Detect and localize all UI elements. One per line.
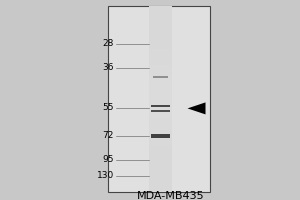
Text: 72: 72 xyxy=(103,132,114,140)
Bar xyxy=(149,170,172,173)
Bar xyxy=(149,99,172,102)
Bar xyxy=(149,161,172,164)
Bar xyxy=(149,108,172,111)
Text: 28: 28 xyxy=(103,40,114,48)
Bar xyxy=(149,40,172,43)
Polygon shape xyxy=(188,102,206,114)
Bar xyxy=(149,59,172,62)
Bar xyxy=(149,189,172,192)
Text: MDA-MB435: MDA-MB435 xyxy=(137,191,205,200)
Bar xyxy=(149,12,172,15)
Bar xyxy=(149,146,172,149)
Bar xyxy=(149,80,172,84)
Bar xyxy=(149,127,172,130)
Bar xyxy=(149,9,172,12)
Bar xyxy=(151,110,170,112)
Bar xyxy=(149,49,172,52)
Bar xyxy=(108,6,210,192)
Bar xyxy=(149,87,172,90)
Bar xyxy=(149,93,172,96)
Bar xyxy=(149,186,172,189)
Bar xyxy=(149,105,172,108)
Bar xyxy=(149,111,172,114)
Bar xyxy=(149,118,172,121)
Bar xyxy=(149,15,172,18)
Text: 55: 55 xyxy=(103,104,114,112)
Bar xyxy=(149,25,172,28)
Bar xyxy=(149,183,172,186)
Bar xyxy=(149,167,172,170)
Bar xyxy=(149,52,172,56)
Bar xyxy=(149,43,172,46)
Bar xyxy=(149,173,172,176)
Bar xyxy=(149,65,172,68)
Bar xyxy=(149,149,172,152)
Bar xyxy=(149,158,172,161)
Bar xyxy=(149,77,172,80)
Bar xyxy=(149,180,172,183)
Bar xyxy=(149,142,172,146)
Bar xyxy=(149,139,172,142)
Bar xyxy=(149,84,172,87)
Bar xyxy=(149,31,172,34)
Bar xyxy=(149,96,172,99)
Bar xyxy=(149,21,172,25)
Text: 95: 95 xyxy=(103,156,114,164)
Bar xyxy=(149,68,172,71)
Bar xyxy=(149,62,172,65)
Bar xyxy=(149,28,172,31)
Bar xyxy=(149,56,172,59)
Bar xyxy=(149,90,172,93)
Text: 130: 130 xyxy=(97,171,114,180)
Bar xyxy=(149,71,172,74)
Bar xyxy=(151,134,170,138)
Bar xyxy=(149,18,172,21)
Bar xyxy=(149,34,172,37)
Bar xyxy=(149,114,172,118)
Bar xyxy=(149,130,172,133)
Bar xyxy=(149,6,172,9)
Text: 36: 36 xyxy=(103,64,114,72)
Bar xyxy=(149,164,172,167)
Bar xyxy=(149,133,172,136)
Bar xyxy=(149,155,172,158)
Bar xyxy=(149,176,172,180)
Bar xyxy=(149,152,172,155)
Bar xyxy=(153,76,168,78)
Bar xyxy=(149,121,172,124)
Bar xyxy=(151,105,170,107)
Bar xyxy=(149,46,172,49)
Bar xyxy=(149,37,172,40)
Bar xyxy=(149,136,172,139)
Bar xyxy=(149,102,172,105)
Bar xyxy=(149,74,172,77)
Bar xyxy=(149,124,172,127)
